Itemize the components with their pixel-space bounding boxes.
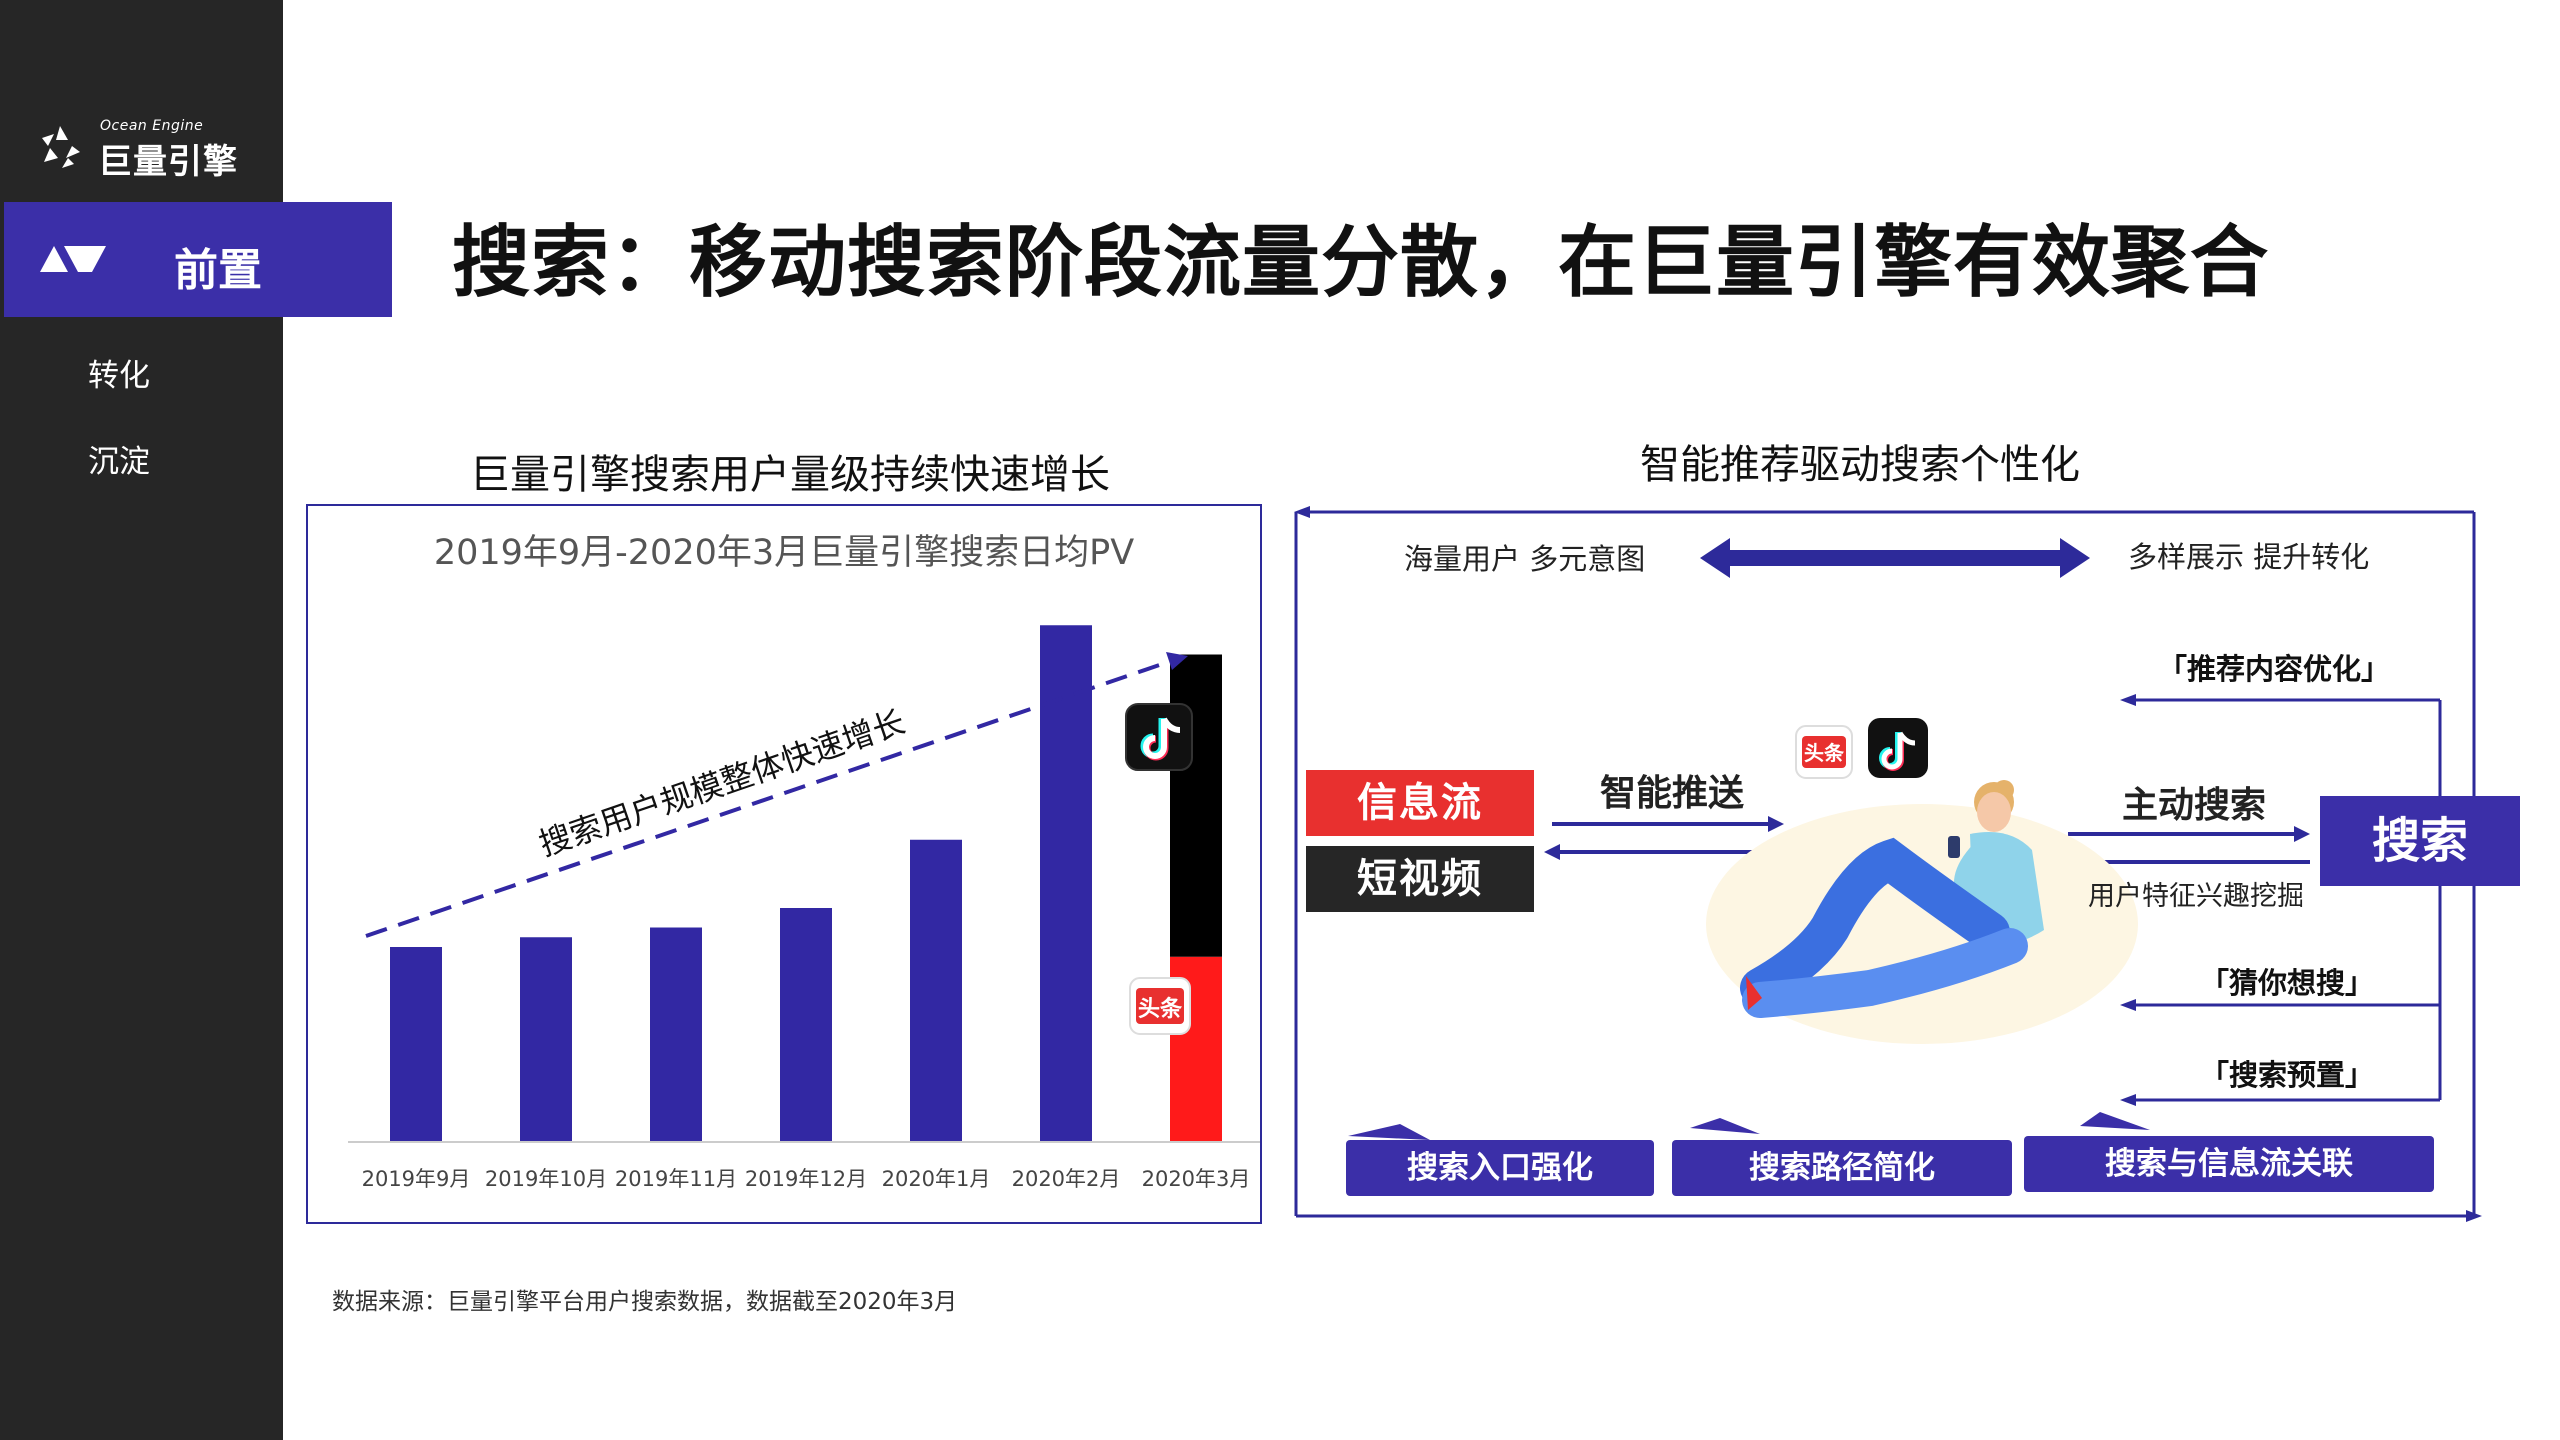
chart-panel: 2019年9月-2020年3月巨量引擎搜索日均PV 2019年9月 2019年10…: [306, 504, 1262, 1224]
x-tick-label: 2019年10月: [485, 1167, 607, 1191]
video-tag: 短视频: [1306, 846, 1534, 912]
sidebar-item-label: 前置: [174, 245, 262, 296]
douyin-icon: [1868, 718, 1928, 778]
bar: [650, 927, 702, 1142]
bar: [390, 947, 442, 1142]
frame-arrowhead-left: [1294, 506, 1310, 518]
x-tick-label: 2019年9月: [362, 1167, 471, 1191]
bracket-item-1: 「推荐内容优化」: [2158, 652, 2391, 686]
sidebar-item-active[interactable]: 前置: [4, 202, 392, 317]
ocean-engine-logo-icon: [42, 126, 80, 168]
toutiao-text: 头条: [1138, 996, 1183, 1022]
search-box[interactable]: 搜索: [2320, 796, 2520, 886]
brand-logo: Ocean Engine 巨量引擎: [34, 118, 254, 182]
bar: [1040, 625, 1092, 1142]
frame-arrowhead-right: [2466, 1210, 2482, 1222]
push-label: 智能推送: [1600, 773, 1745, 814]
bar-segment-douyin: [1170, 654, 1222, 957]
toutiao-icon: 头条: [1795, 725, 1853, 779]
x-tick-label: 2019年12月: [745, 1167, 867, 1191]
page-title: 搜索：移动搜索阶段流量分散，在巨量引擎有效聚合: [452, 218, 2270, 308]
bar-chart: 2019年9月-2020年3月巨量引擎搜索日均PV 2019年9月 2019年10…: [348, 533, 1260, 1191]
trend-line: [365, 658, 1175, 938]
x-tick-label: 2020年2月: [1012, 1167, 1121, 1191]
active-search-label: 主动搜索: [2122, 785, 2267, 826]
push-arrowhead-left: [1544, 844, 1560, 860]
trend-arrowhead: [1166, 652, 1188, 670]
feedback-arrowhead-1: [2120, 694, 2136, 706]
toutiao-icon: 头条: [1129, 977, 1191, 1035]
source-note: 数据来源：巨量引擎平台用户搜索数据，数据截至2020年3月: [332, 1289, 958, 1315]
trend-label: 搜索用户规模整体快速增长: [534, 703, 909, 864]
right-panel-heading: 智能推荐驱动搜索个性化: [1640, 442, 2080, 488]
double-arrow: [1700, 538, 2090, 578]
bar: [520, 937, 572, 1142]
bracket-item-3: 「搜索预置」: [2200, 1058, 2375, 1092]
swoosh-2: [1690, 1118, 1760, 1134]
feed-tag: 信息流: [1306, 770, 1534, 836]
toutiao-text: 头条: [1804, 741, 1845, 765]
bar: [780, 908, 832, 1142]
sidebar-item-retention[interactable]: 沉淀: [88, 444, 150, 480]
feedback-arrowhead-3: [2120, 1094, 2136, 1106]
x-tick-label: 2019年11月: [615, 1167, 737, 1191]
bracket-item-2: 「猜你想搜」: [2200, 966, 2375, 1000]
right-panel-diagram: 头条: [1294, 506, 2482, 1222]
brand-en: Ocean Engine: [100, 118, 204, 134]
top-left-label: 海量用户 多元意图: [1404, 542, 1646, 576]
feed-link-button[interactable]: 搜索与信息流关联: [2024, 1136, 2434, 1192]
entry-strengthen-button[interactable]: 搜索入口强化: [1346, 1140, 1654, 1196]
path-simplify-button[interactable]: 搜索路径简化: [1672, 1140, 2012, 1196]
sidebar-item-conversion[interactable]: 转化: [88, 358, 150, 394]
person-illustration: [1706, 780, 2138, 1044]
bar: [910, 839, 962, 1142]
x-tick-label: 2020年3月: [1142, 1167, 1251, 1191]
mining-label: 用户特征兴趣挖掘: [2088, 881, 2304, 912]
feedback-arrowhead-2: [2120, 999, 2136, 1011]
swoosh-1: [1348, 1124, 1430, 1140]
brand-cn: 巨量引擎: [98, 142, 238, 182]
section-icon: [40, 246, 106, 272]
push-arrowhead-right: [1768, 816, 1784, 832]
search-arrowhead-right: [2294, 826, 2310, 842]
top-right-label: 多样展示 提升转化: [2128, 540, 2370, 574]
swoosh-3: [2080, 1112, 2150, 1130]
chart-title: 2019年9月-2020年3月巨量引擎搜索日均PV: [434, 533, 1134, 573]
x-tick-label: 2020年1月: [882, 1167, 991, 1191]
douyin-icon: [1125, 703, 1193, 771]
left-panel-heading: 巨量引擎搜索用户量级持续快速增长: [470, 452, 1110, 498]
